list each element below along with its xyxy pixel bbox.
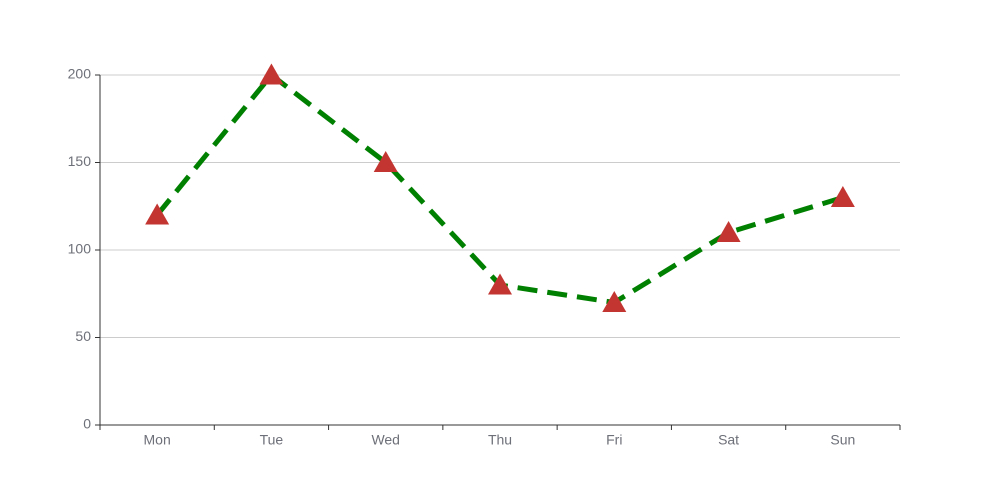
grid-lines [100, 74, 900, 338]
x-axis-tick-labels: Mon Tue Wed Thu Fri Sat Sun [144, 432, 856, 448]
y-tick-label: 200 [68, 66, 92, 82]
data-point-marker-wed[interactable] [373, 150, 398, 172]
series-line-0 [155, 73, 844, 305]
y-axis-tick-labels: 0 50 100 150 200 [68, 66, 92, 432]
y-tick-label: 100 [68, 241, 92, 257]
data-point-marker-tue[interactable] [259, 63, 284, 85]
x-tick-label-thu: Thu [488, 432, 512, 448]
x-tick-label-sat: Sat [718, 432, 739, 448]
axes [95, 74, 901, 430]
y-tick-label: 50 [75, 328, 91, 344]
y-tick-label: 150 [68, 153, 92, 169]
x-tick-label-mon: Mon [144, 432, 171, 448]
data-point-marker-thu[interactable] [488, 273, 512, 295]
y-tick-label: 0 [83, 416, 91, 432]
x-tick-label-tue: Tue [260, 432, 284, 448]
data-point-marker-fri[interactable] [602, 290, 627, 312]
series-line-layer [155, 73, 844, 305]
series-markers [145, 63, 855, 312]
data-point-marker-sat[interactable] [716, 220, 741, 242]
data-point-marker-mon[interactable] [145, 203, 170, 225]
x-tick-label-fri: Fri [606, 432, 622, 448]
x-tick-label-wed: Wed [371, 432, 400, 448]
data-point-marker-sun[interactable] [830, 185, 855, 207]
x-tick-label-sun: Sun [830, 432, 855, 448]
